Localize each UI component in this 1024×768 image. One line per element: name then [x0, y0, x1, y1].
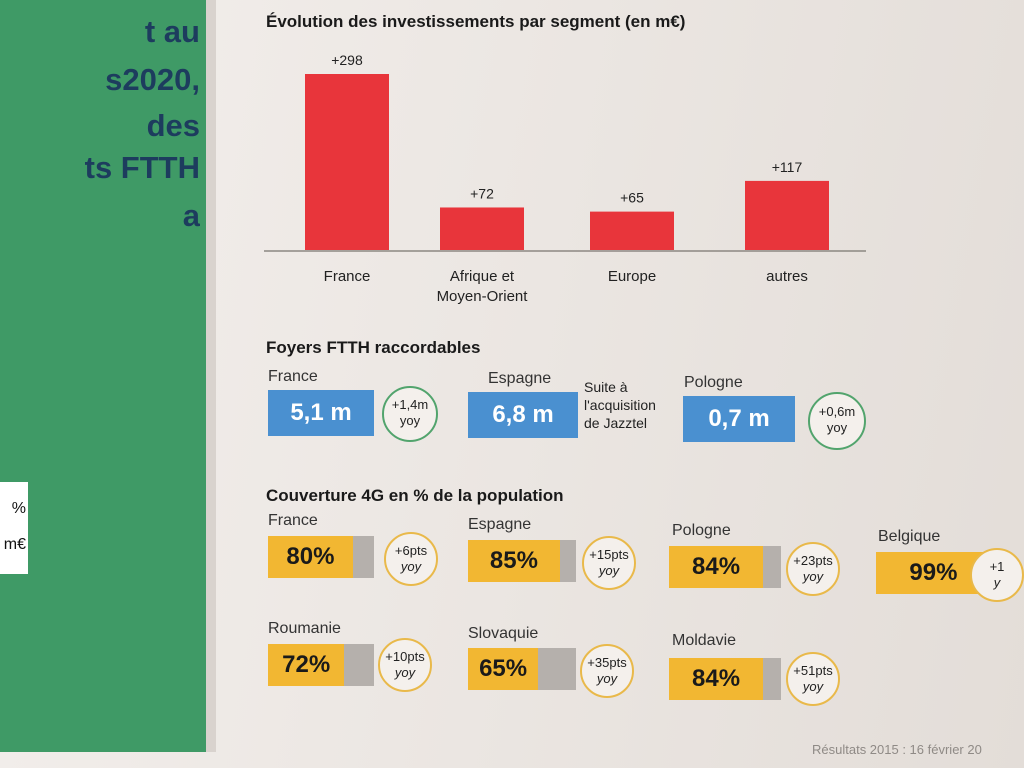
yoy-label: yoy: [399, 413, 421, 428]
yoy-circle: +15pts yoy: [582, 536, 636, 590]
coverage-value: 85%: [468, 540, 560, 582]
yoy-circle: +23pts yoy: [786, 542, 840, 596]
yoy-value: +1,4m: [391, 397, 429, 412]
coverage-bar: 84%: [669, 658, 781, 700]
yoy-circle: +35pts yoy: [580, 644, 634, 698]
yoy-value: +10pts: [385, 649, 425, 664]
note-line: l'acquisition: [584, 397, 656, 413]
ftth-country-france: France: [268, 368, 318, 385]
bar-1: [440, 207, 524, 250]
yoy-label: yoy: [400, 559, 422, 574]
left-green-panel: t au s2020, des ts FTTH a % m€: [0, 0, 206, 752]
ftth-value-box: 5,1 m: [268, 390, 374, 436]
yoy-circle: +1,4m yoy: [382, 386, 438, 442]
ftth-value-box: 6,8 m: [468, 392, 578, 438]
left-panel-line: des: [146, 108, 200, 143]
coverage-country: Pologne: [672, 522, 731, 539]
ftth-section-title: Foyers FTTH raccordables: [266, 338, 481, 357]
chart-title: Évolution des investissements par segmen…: [266, 12, 686, 31]
coverage-bar: 80%: [268, 536, 374, 578]
investment-bar-chart: +298 France +72 Afrique et Moyen-Orient +65 Eu…: [264, 52, 866, 305]
note-line: Suite à: [584, 379, 628, 395]
yoy-label: y: [993, 575, 1001, 590]
yoy-label: yoy: [826, 420, 848, 435]
left-box-line: %: [11, 500, 26, 517]
left-panel-line: s2020,: [105, 62, 200, 97]
yoy-value: +23pts: [793, 553, 833, 568]
left-box-line: m€: [3, 536, 26, 553]
data-label: +117: [772, 159, 803, 175]
yoy-label: yoy: [802, 679, 824, 694]
coverage-bar: 84%: [669, 546, 781, 588]
yoy-value: +6pts: [394, 543, 428, 558]
coverage-country: Roumanie: [268, 620, 341, 637]
coverage-section-title: Couverture 4G en % de la population: [266, 486, 564, 505]
yoy-value: +0,6m: [818, 404, 856, 419]
category-label: autres: [766, 268, 808, 285]
category-label: Afrique et: [450, 268, 515, 285]
data-label: +298: [331, 52, 363, 68]
left-panel-line: ts FTTH: [84, 150, 200, 185]
coverage-country: Moldavie: [672, 632, 737, 649]
coverage-value: 84%: [669, 658, 764, 700]
yoy-value: +1: [989, 559, 1005, 574]
coverage-country: Belgique: [878, 528, 941, 545]
yoy-circle: +1 y: [970, 548, 1024, 602]
coverage-country: Espagne: [468, 516, 532, 533]
coverage-bar: 72%: [268, 644, 374, 686]
yoy-circle: +0,6m yoy: [808, 392, 866, 450]
category-label: Moyen-Orient: [437, 288, 529, 305]
yoy-value: +51pts: [793, 663, 833, 678]
panel-edge: [206, 0, 216, 752]
yoy-label: yoy: [598, 563, 620, 578]
coverage-value: 72%: [268, 644, 345, 686]
category-label: France: [324, 268, 371, 285]
yoy-label: yoy: [596, 671, 618, 686]
category-label: Europe: [608, 268, 656, 285]
yoy-circle: +10pts yoy: [378, 638, 432, 692]
bar-2: [590, 211, 674, 250]
coverage-country: Slovaquie: [468, 625, 539, 642]
yoy-label: yoy: [802, 569, 824, 584]
coverage-bar: 99%: [876, 552, 992, 594]
acquisition-note: Suite à l'acquisition de Jazztel: [584, 378, 656, 432]
data-label: +72: [470, 185, 494, 201]
coverage-country: France: [268, 512, 318, 529]
left-panel-line: a: [182, 198, 200, 233]
data-label: +65: [620, 190, 644, 206]
footer-text: Résultats 2015 : 16 février 20: [812, 742, 982, 757]
coverage-value: 80%: [268, 536, 353, 578]
yoy-label: yoy: [394, 665, 416, 680]
ftth-country-pologne: Pologne: [684, 374, 743, 391]
ftth-country-espagne: Espagne: [488, 370, 552, 387]
left-panel-line: t au: [144, 14, 200, 49]
yoy-value: +35pts: [587, 655, 627, 670]
yoy-value: +15pts: [589, 547, 629, 562]
left-panel-box: % m€: [0, 482, 28, 574]
yoy-circle: +6pts yoy: [384, 532, 438, 586]
note-line: de Jazztel: [584, 415, 648, 431]
bar-3: [745, 180, 829, 250]
ftth-value-box: 0,7 m: [683, 396, 795, 442]
coverage-bar: 85%: [468, 540, 576, 582]
bar-0: [305, 74, 389, 250]
yoy-circle: +51pts yoy: [786, 652, 840, 706]
coverage-value: 65%: [468, 648, 539, 690]
coverage-value: 84%: [669, 546, 764, 588]
coverage-bar: 65%: [468, 648, 576, 690]
